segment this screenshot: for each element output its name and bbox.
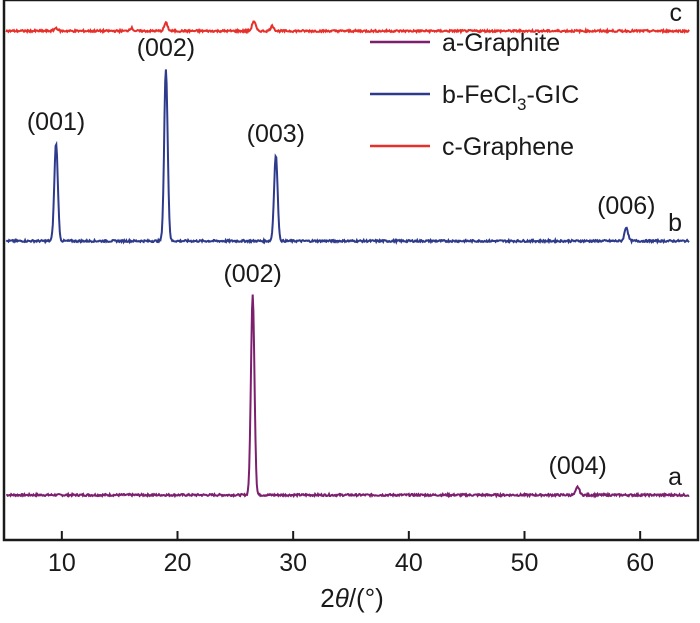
x-axis-ticks: 10 20 30 40 50 60 <box>48 531 654 577</box>
x-tick-label: 60 <box>626 549 654 577</box>
x-axis-title-prefix: 2 <box>320 583 334 613</box>
legend-label: a-Graphite <box>442 29 560 57</box>
legend-label-part: c-Graphene <box>442 133 574 161</box>
x-tick-label: 20 <box>164 549 192 577</box>
peak-label: (001) <box>27 108 85 136</box>
legend-label-part: 3 <box>517 95 526 114</box>
x-axis-title-theta: θ <box>335 583 349 613</box>
peak-label: (002) <box>137 34 195 62</box>
x-tick-label: 40 <box>395 549 423 577</box>
legend-label-part: b-FeCl <box>442 81 517 109</box>
curve-letters: a b c <box>668 0 682 491</box>
x-tick-label: 30 <box>279 549 307 577</box>
legend-label-part: -GIC <box>526 81 579 109</box>
legend-label: b-FeCl3-GIC <box>442 81 579 114</box>
x-axis-title-unit: /(°) <box>349 583 384 613</box>
peak-label: (006) <box>597 192 655 220</box>
x-tick-label: 10 <box>48 549 76 577</box>
plot-frame <box>2 0 700 542</box>
x-axis-title: 2θ/(°) <box>320 583 384 613</box>
peak-label: (002) <box>223 260 281 288</box>
peak-label: (004) <box>549 452 607 480</box>
legend: a-Graphite b-FeCl3-GIC c-Graphene <box>370 29 579 161</box>
curve-letter-c: c <box>670 0 683 27</box>
curve-letter-a: a <box>668 463 682 491</box>
curve-letter-b: b <box>668 209 682 237</box>
x-tick-label: 50 <box>511 549 539 577</box>
curve-graphite <box>6 294 690 499</box>
curve-gic <box>5 69 690 245</box>
curve-graphene <box>5 20 690 35</box>
diffraction-curves <box>5 20 690 499</box>
peak-labels: (002) (004) (001) (002) (003) (006) <box>27 34 656 480</box>
legend-label: c-Graphene <box>442 133 574 161</box>
legend-label-part: a-Graphite <box>442 29 560 57</box>
peak-label: (003) <box>247 120 305 148</box>
